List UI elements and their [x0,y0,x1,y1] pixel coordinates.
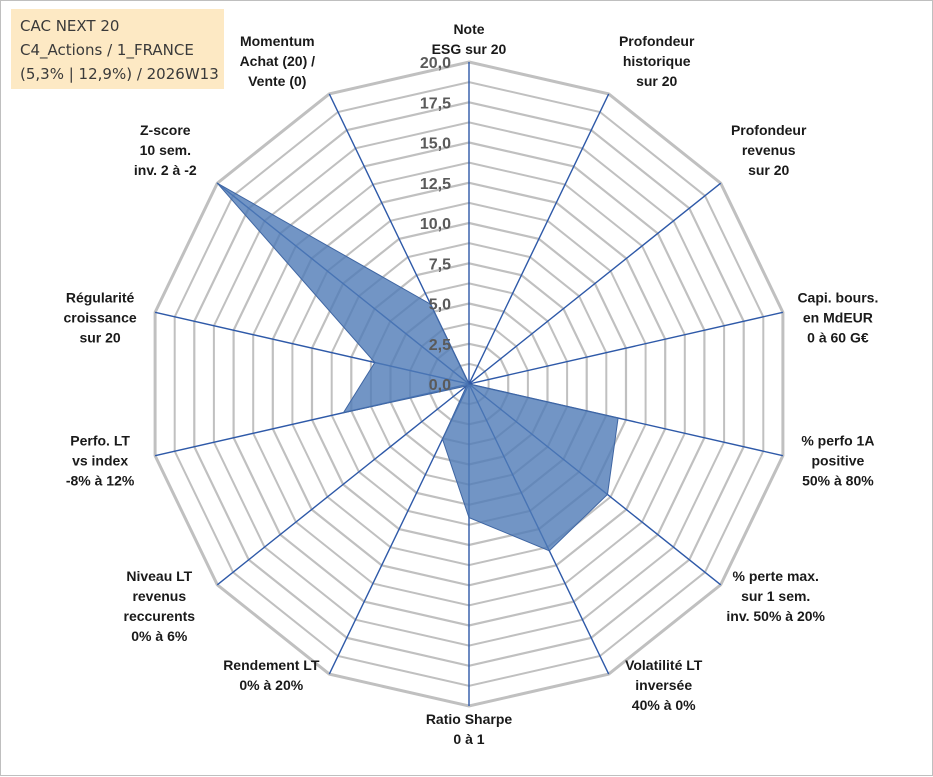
info-index-name: CAC NEXT 20 [20,17,120,35]
axis-label: Profondeur historique sur 20 [619,33,695,89]
axis-label: % perte max. sur 1 sem. inv. 50% à 20% [726,568,825,624]
radial-tick-labels: 0,0 2,5 5,0 7,5 10,0 12,5 15,0 17,5 20,0 [420,55,451,394]
info-period: (5,3% | 12,9%) / 2026W13 [20,65,219,83]
series-area [216,182,619,552]
tick-label: 20,0 [420,55,451,72]
axis-label: Profondeur revenus sur 20 [731,122,807,178]
axis-label: % perfo 1A positive 50% à 80% [801,433,874,489]
data-point [441,438,444,440]
axis-label: Ratio Sharpe 0 à 1 [426,711,513,747]
radar-spoke [468,93,610,385]
info-box: CAC NEXT 20 C4_Actions / 1_FRANCE (5,3% … [11,9,224,89]
radar-spoke [468,182,722,385]
axis-label: Z-score 10 sem. inv. 2 à -2 [134,122,197,178]
axis-label: Rendement LT 0% à 20% [223,657,320,693]
axis-label: Momentum Achat (20) / Vente (0) [240,33,316,89]
data-point [216,182,218,184]
radar-spoke [468,311,784,385]
axis-label: Note ESG sur 20 [432,21,507,57]
tick-label: 7,5 [429,256,451,273]
info-category: C4_Actions / 1_FRANCE [20,41,194,59]
axis-label: Perfo. LT vs index -8% à 12% [66,433,135,489]
tick-label: 17,5 [420,95,451,112]
radar-series [216,182,619,552]
tick-label: 5,0 [429,297,451,314]
data-point [468,517,470,519]
tick-label: 10,0 [420,216,451,233]
axis-label: Volatilité LT inversée 40% à 0% [625,657,703,713]
axis-labels: Note ESG sur 20 Profondeur historique sur 20… [64,21,879,747]
data-point [606,493,609,495]
axis-label: Niveau LT revenus reccurents 0% à 6% [124,568,196,644]
data-point [468,383,470,385]
axis-label: Régularité croissance sur 20 [64,289,137,345]
tick-label: 12,5 [420,176,451,193]
data-point [617,417,619,419]
radar-spoke [216,383,470,586]
data-point [342,412,344,414]
data-point [374,361,376,364]
tick-label: 2,5 [429,337,451,354]
tick-label: 0,0 [429,377,451,394]
tick-label: 15,0 [420,136,451,153]
data-point [548,550,550,552]
data-point [430,303,432,305]
data-point [465,385,468,387]
axis-label: Capi. bours. en MdEUR 0 à 60 G€ [797,289,878,345]
